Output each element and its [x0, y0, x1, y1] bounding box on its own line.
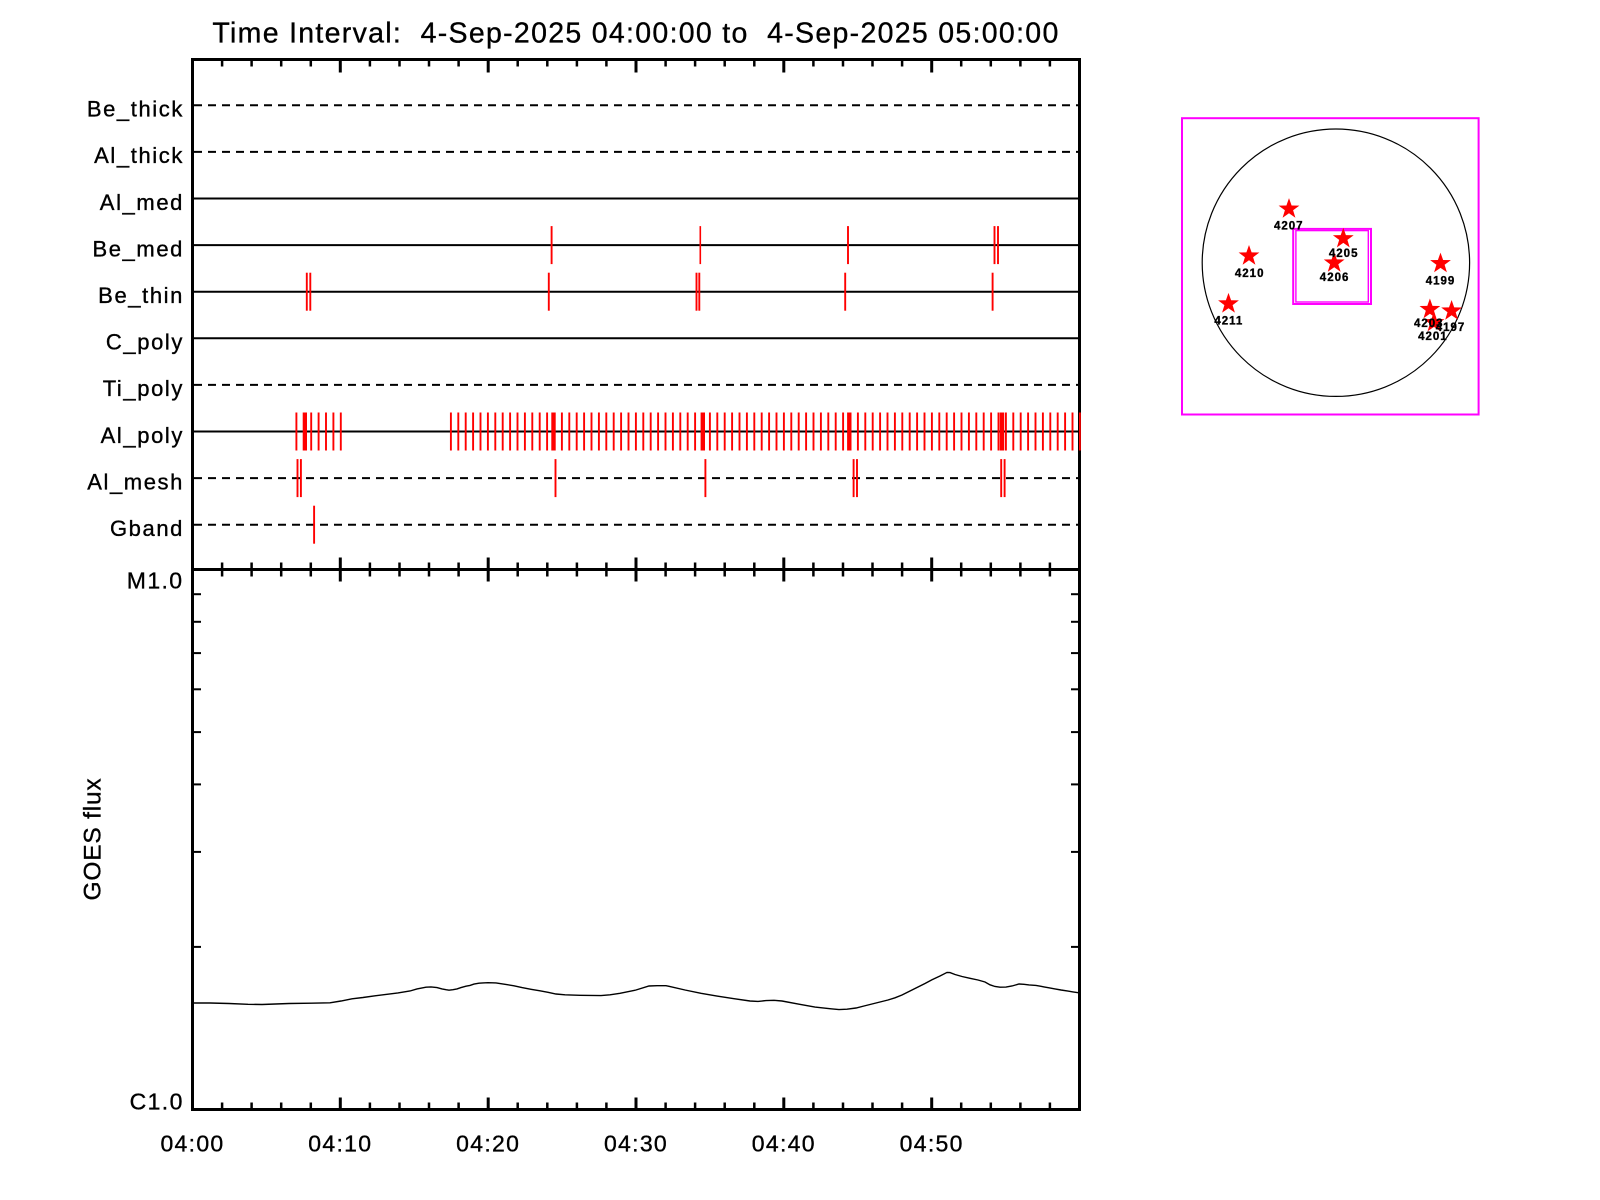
svg-text:4205: 4205 — [1329, 248, 1359, 260]
svg-text:Be_thin: Be_thin — [98, 283, 184, 308]
svg-text:Al_med: Al_med — [100, 190, 184, 215]
svg-text:4211: 4211 — [1214, 315, 1243, 327]
svg-text:04:50: 04:50 — [900, 1131, 964, 1157]
svg-text:4197: 4197 — [1436, 322, 1466, 334]
svg-text:Ti_poly: Ti_poly — [103, 376, 184, 401]
svg-text:4207: 4207 — [1274, 220, 1304, 232]
svg-text:4203: 4203 — [1414, 318, 1444, 330]
svg-text:4210: 4210 — [1235, 268, 1265, 280]
svg-text:Be_med: Be_med — [92, 236, 184, 261]
svg-text:Al_mesh: Al_mesh — [87, 469, 184, 494]
svg-text:04:20: 04:20 — [456, 1131, 520, 1157]
svg-text:4201: 4201 — [1418, 331, 1448, 343]
svg-text:Al_thick: Al_thick — [94, 143, 184, 168]
svg-text:04:40: 04:40 — [752, 1131, 816, 1157]
svg-text:4199: 4199 — [1426, 275, 1456, 287]
svg-text:Be_thick: Be_thick — [87, 97, 184, 122]
svg-text:04:30: 04:30 — [604, 1131, 668, 1157]
svg-text:04:10: 04:10 — [308, 1131, 372, 1157]
svg-text:04:00: 04:00 — [160, 1131, 224, 1157]
svg-text:C1.0: C1.0 — [130, 1088, 184, 1114]
svg-text:Gband: Gband — [110, 516, 184, 541]
svg-text:GOES flux: GOES flux — [80, 778, 107, 901]
svg-text:4206: 4206 — [1320, 272, 1350, 284]
svg-text:M1.0: M1.0 — [127, 568, 184, 594]
svg-text:C_poly: C_poly — [106, 330, 184, 355]
svg-text:Time Interval: 4-Sep-2025 04:: Time Interval: 4-Sep-2025 04:00:00 to 4-… — [212, 18, 1059, 50]
svg-text:Al_poly: Al_poly — [101, 423, 184, 448]
